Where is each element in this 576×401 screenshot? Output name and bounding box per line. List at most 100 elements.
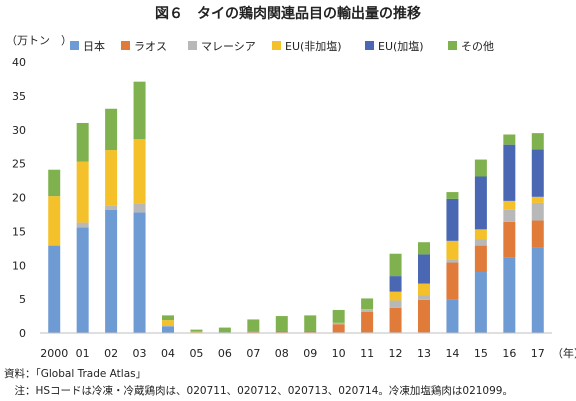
bar-segment-3-13	[418, 283, 430, 296]
bar-segment-0-17	[531, 247, 544, 333]
legend-swatch	[188, 41, 197, 50]
bar-segment-3-17	[531, 196, 544, 203]
bar-segment-1-14	[446, 262, 459, 300]
bar-segment-2-13	[418, 295, 430, 300]
legend-label: EU(加塩)	[378, 39, 424, 53]
x-tick-label: 2000	[40, 347, 68, 360]
bar-segment-5-11	[361, 298, 374, 310]
bar-segment-1-11	[361, 311, 374, 333]
x-tick-label: 02	[104, 347, 118, 360]
bar-segment-2-4	[162, 325, 174, 327]
bar-segment-1-15	[474, 245, 487, 273]
legend-swatch	[448, 41, 457, 50]
bar-segment-4-13	[418, 254, 430, 284]
bar-segment-2-2	[105, 205, 118, 210]
legend-swatch	[121, 41, 130, 50]
bar-segment-2-11	[361, 309, 374, 312]
bar-segment-3-14	[446, 240, 459, 260]
y-tick-label: 5	[19, 293, 26, 306]
bar-segment-1-7	[247, 331, 260, 333]
bar-segment-2-12	[389, 300, 402, 308]
bar-segment-5-10	[332, 309, 345, 323]
source-note: 資料：「Global Trade Atlas」	[4, 368, 147, 380]
x-tick-label: 17	[531, 347, 545, 360]
bar-segment-2-14	[446, 259, 459, 263]
x-tick-label: 11	[360, 347, 374, 360]
legend-label: マレーシア	[201, 40, 256, 53]
y-tick-label: 40	[12, 56, 26, 69]
y-tick-label: 35	[12, 90, 26, 103]
x-tick-label: 12	[389, 347, 403, 360]
bar-segment-5-1	[76, 122, 89, 162]
bar-segment-3-2	[105, 150, 118, 206]
bar-segment-0-2	[105, 209, 118, 333]
x-tick-label: 05	[189, 347, 203, 360]
y-axis-label: （万トン ）	[6, 34, 72, 47]
bar-segment-5-15	[474, 159, 487, 177]
x-tick-label: 03	[133, 347, 147, 360]
bar-segment-5-17	[531, 133, 544, 150]
bar-segment-5-16	[503, 134, 516, 145]
legend-swatch	[272, 41, 281, 50]
bar-segment-3-0	[48, 196, 61, 246]
x-tick-label: 15	[474, 347, 488, 360]
footnote: 注：HSコードは冷凍・冷蔵鶏肉は、020711、020712、020713、02…	[4, 385, 513, 397]
legend-label: EU(非加塩)	[285, 39, 342, 53]
stacked-bar-chart: 図６ タイの鶏肉関連品目の輸出量の推移 （万トン ） 日本 ラオス マレーシア EU(…	[6, 5, 576, 360]
y-tick-label: 20	[12, 192, 26, 205]
bar-segment-2-15	[474, 239, 487, 246]
bar-segment-0-14	[446, 299, 459, 333]
x-axis-label: （年）	[552, 346, 576, 360]
bar-segment-4-14	[446, 198, 459, 241]
bar-segment-5-7	[247, 319, 260, 332]
bar-segment-1-17	[531, 220, 544, 248]
bar-segment-5-0	[48, 169, 61, 197]
bar-segment-5-13	[418, 242, 430, 255]
x-tick-label: 10	[332, 347, 346, 360]
bar-segment-1-16	[503, 221, 516, 258]
bar-segment-1-13	[418, 299, 430, 333]
y-tick-label: 30	[12, 124, 26, 137]
bar-segment-2-16	[503, 209, 516, 222]
legend-swatch	[365, 41, 374, 50]
legend-label: その他	[461, 40, 494, 53]
y-tick-label: 10	[12, 259, 26, 272]
legend-swatch	[70, 41, 79, 50]
bar-segment-2-17	[531, 202, 544, 221]
bar-segment-5-9	[304, 315, 317, 331]
bar-segment-0-0	[48, 245, 61, 333]
x-tick-label: 06	[218, 347, 232, 360]
bar-segment-5-5	[190, 329, 203, 332]
bar-segment-4-16	[503, 144, 516, 201]
bar-segment-3-4	[162, 320, 174, 326]
y-tick-label: 25	[12, 158, 26, 171]
legend-label: 日本	[83, 39, 105, 53]
bar-segment-2-10	[332, 322, 345, 325]
bars	[48, 81, 544, 333]
bar-segment-3-16	[503, 200, 516, 210]
x-tick-label: 01	[76, 347, 90, 360]
bar-segment-0-16	[503, 257, 516, 333]
x-tick-label: 09	[303, 347, 317, 360]
bar-segment-0-3	[133, 212, 146, 333]
bar-segment-0-4	[162, 326, 174, 333]
x-tick-label: 08	[275, 347, 289, 360]
y-axis: 0 5 10 15 20 25 30 35 40	[12, 56, 26, 340]
bar-segment-0-1	[76, 227, 89, 333]
bar-segment-1-12	[389, 307, 402, 333]
bar-segment-5-12	[389, 253, 402, 277]
bar-segment-5-4	[162, 315, 174, 321]
bar-segment-5-2	[105, 108, 118, 151]
bar-segment-4-12	[389, 276, 402, 292]
bar-segment-1-9	[304, 330, 317, 333]
x-tick-label: 07	[246, 347, 260, 360]
bar-segment-2-1	[76, 222, 89, 228]
y-tick-label: 15	[12, 225, 26, 238]
bar-segment-5-3	[133, 81, 146, 140]
bar-segment-4-17	[531, 149, 544, 197]
bar-segment-4-15	[474, 176, 487, 230]
bar-segment-3-11	[361, 309, 374, 310]
x-tick-label: 16	[502, 347, 516, 360]
bar-segment-3-3	[133, 139, 146, 204]
bar-segment-3-5	[190, 331, 203, 333]
